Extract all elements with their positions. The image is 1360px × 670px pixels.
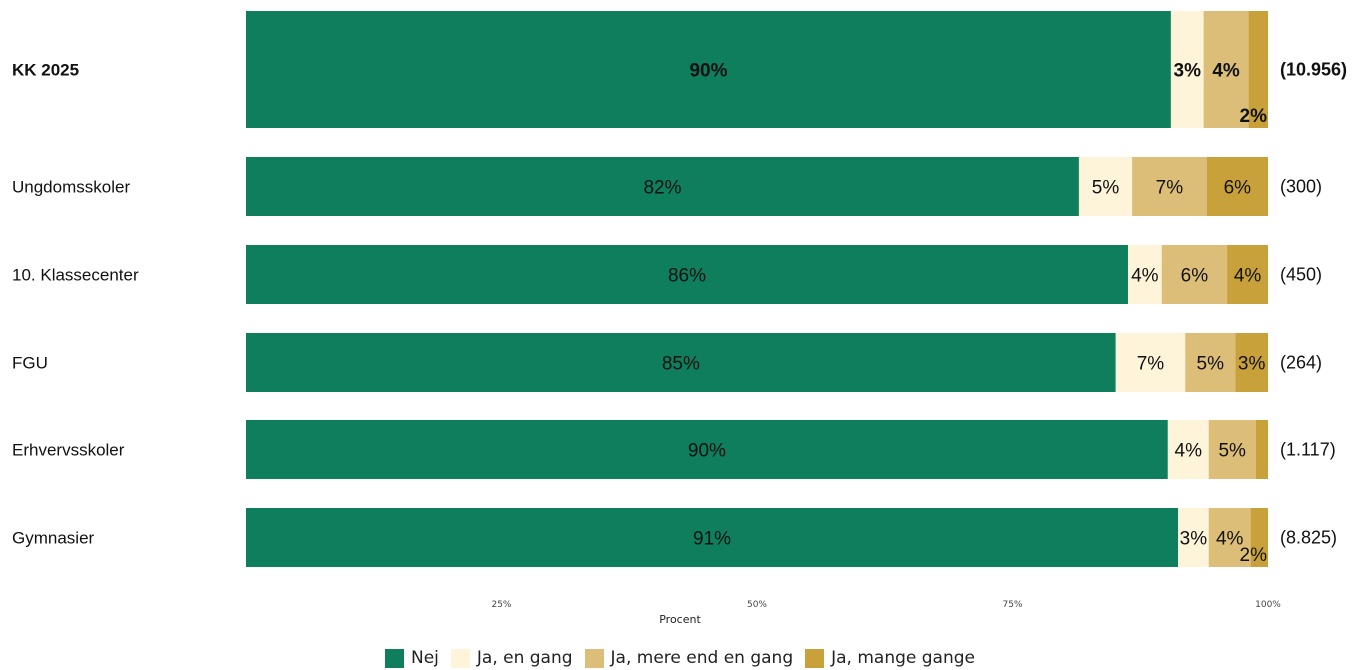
data-label: 6% [1181,266,1209,287]
x-tick-label: 100% [1255,600,1281,610]
bar-segment-ja-mange-gange [1248,11,1268,128]
data-label: 2% [1240,106,1268,127]
x-tick-label: 25% [491,600,511,610]
legend-swatch [384,648,404,668]
bar-segment-ja-mere-end-en-gang [1208,508,1251,567]
data-label: 91% [693,529,731,550]
data-label: 4% [1175,441,1203,462]
bar-segment-nej [246,11,1171,128]
legend-swatch [805,648,825,668]
stacked-bar-chart: KK 2025 90% 3% 4%2%(10.956)Ungdomsskoler 82%… [12,11,1347,626]
legend-item: Ja, mange gange [805,648,975,668]
category-label: KK 2025 [12,61,79,80]
bar-segment-ja-mere-end-en-gang [1203,11,1249,128]
data-label: 3% [1180,529,1208,550]
category-label: 10. Klassecenter [12,266,139,285]
bar-segment-nej [246,333,1116,392]
legend-label: Ja, en gang [476,648,573,668]
legend-item: Nej [384,648,439,668]
data-label: 7% [1137,354,1165,375]
n-count-label: (264) [1280,353,1322,373]
n-count-label: (450) [1280,265,1322,285]
bar-segment-ja-en-gang [1115,333,1186,392]
bar-segment-ja-mange-gange [1250,508,1268,567]
data-label: 85% [662,354,700,375]
bar-segment-ja-en-gang [1127,245,1162,304]
legend: Nej Ja, en gang Ja, mere end en gang Ja, ma… [0,648,1360,668]
data-label: 5% [1197,354,1225,375]
bar-segment-ja-mere-end-en-gang [1208,420,1256,479]
data-label: 86% [668,266,706,287]
data-label: 4% [1212,61,1240,82]
data-label: 4% [1216,529,1244,550]
n-count-label: (10.956) [1280,60,1347,80]
legend-item: Ja, mere end en gang [584,648,794,668]
bar-segment-nej [246,157,1079,216]
bar-segment-ja-en-gang [1078,157,1133,216]
bar-segment-nej [246,508,1179,567]
x-tick-label: 50% [747,600,767,610]
n-count-label: (300) [1280,177,1322,197]
category-label: Gymnasier [12,529,95,548]
bar-segment-ja-mange-gange [1235,333,1268,392]
data-label: 82% [643,178,681,199]
data-label: 90% [688,441,726,462]
data-label: 7% [1156,178,1184,199]
legend-label: Nej [410,648,439,668]
legend-swatch [584,648,604,668]
x-axis: Procent 25% 50% 75% 100% [491,600,1281,626]
category-label: Ungdomsskoler [12,178,130,197]
legend-label: Ja, mere end en gang [610,648,794,668]
bar-segment-ja-mange-gange [1206,157,1268,216]
labels-layer: KK 2025 90% 3% 4%2%(10.956)Ungdomsskoler 82%… [12,60,1347,567]
n-count-label: (8.825) [1280,528,1337,548]
bar-segment-ja-en-gang [1170,11,1204,128]
data-label: 4% [1131,266,1159,287]
bar-segment-ja-mere-end-en-gang [1161,245,1228,304]
data-label: 3% [1174,61,1202,82]
category-label: FGU [12,354,48,373]
bar-segment-ja-en-gang [1178,508,1209,567]
legend-item: Ja, en gang [450,648,573,668]
category-label: Erhvervsskoler [12,441,125,460]
bar-segment-nej [246,420,1168,479]
legend-swatch [450,648,470,668]
data-label: 3% [1238,354,1266,375]
x-tick-label: 75% [1002,600,1022,610]
bar-segment-ja-mange-gange [1255,420,1268,479]
data-label: 90% [689,61,727,82]
n-count-label: (1.117) [1280,440,1336,460]
data-label: 5% [1218,441,1246,462]
data-label: 6% [1224,178,1252,199]
bar-segment-nej [246,245,1128,304]
data-label: 5% [1092,178,1120,199]
data-label: 4% [1234,266,1262,287]
bar-segment-ja-mere-end-en-gang [1132,157,1207,216]
bar-segment-ja-mere-end-en-gang [1185,333,1236,392]
bars-layer [246,11,1268,567]
legend-label: Ja, mange gange [831,648,976,668]
bar-segment-ja-mange-gange [1227,245,1268,304]
bar-segment-ja-en-gang [1167,420,1209,479]
data-label: 2% [1240,545,1268,566]
x-axis-title: Procent [659,613,701,626]
